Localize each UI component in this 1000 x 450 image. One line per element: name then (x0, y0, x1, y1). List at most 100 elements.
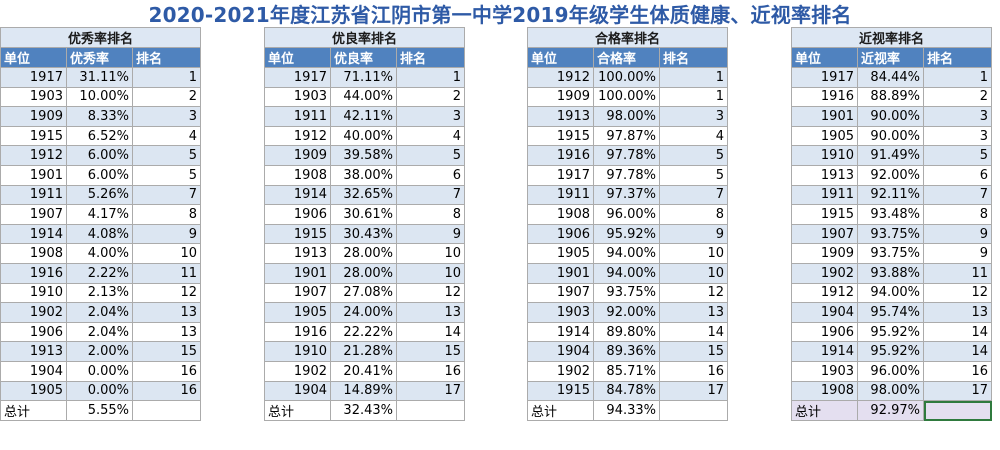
rate-cell[interactable]: 10.00% (66, 86, 133, 108)
unit-cell[interactable]: 1915 (264, 223, 331, 245)
rank-cell[interactable]: 2 (131, 86, 202, 108)
unit-cell[interactable]: 1915 (791, 204, 858, 225)
rank-cell[interactable]: 10 (658, 262, 729, 284)
rank-cell[interactable]: 7 (395, 184, 466, 206)
unit-cell[interactable]: 1906 (791, 321, 858, 343)
rate-cell[interactable]: 97.78% (593, 164, 660, 186)
unit-cell[interactable]: 1917 (264, 67, 331, 88)
rank-cell[interactable]: 3 (658, 106, 729, 127)
rank-cell[interactable]: 4 (395, 125, 466, 147)
rate-cell[interactable]: 95.92% (857, 321, 924, 343)
unit-cell[interactable]: 1904 (527, 341, 594, 362)
rate-cell[interactable]: 30.43% (330, 223, 397, 245)
rank-cell[interactable]: 12 (395, 282, 466, 304)
unit-column-header[interactable]: 单位 (0, 47, 67, 68)
unit-cell[interactable]: 1909 (264, 145, 331, 166)
rate-cell[interactable]: 2.00% (66, 341, 133, 362)
unit-cell[interactable]: 1916 (527, 145, 594, 166)
total-value-cell[interactable]: 94.33% (593, 400, 660, 422)
rank-cell[interactable]: 15 (131, 341, 202, 362)
rate-cell[interactable]: 14.89% (330, 380, 397, 402)
rate-cell[interactable]: 24.00% (330, 302, 397, 323)
unit-cell[interactable]: 1901 (0, 164, 67, 186)
unit-cell[interactable]: 1905 (0, 380, 67, 402)
rank-cell[interactable]: 11 (131, 262, 202, 284)
rate-cell[interactable]: 0.00% (66, 360, 133, 382)
unit-cell[interactable]: 1917 (791, 67, 858, 88)
unit-cell[interactable]: 1903 (264, 86, 331, 108)
unit-cell[interactable]: 1908 (527, 204, 594, 225)
rate-cell[interactable]: 94.00% (593, 262, 660, 284)
rank-cell[interactable]: 5 (395, 145, 466, 166)
rate-cell[interactable]: 95.92% (593, 223, 660, 245)
unit-cell[interactable]: 1903 (791, 360, 858, 382)
rate-cell[interactable]: 93.75% (593, 282, 660, 304)
rank-cell[interactable]: 13 (922, 302, 993, 323)
rate-cell[interactable]: 92.00% (593, 302, 660, 323)
rate-cell[interactable]: 94.00% (857, 282, 924, 304)
rank-cell[interactable]: 7 (922, 184, 993, 206)
unit-cell[interactable]: 1907 (0, 204, 67, 225)
rank-cell[interactable]: 7 (131, 184, 202, 206)
rank-cell[interactable]: 14 (395, 321, 466, 343)
rate-cell[interactable]: 93.75% (857, 223, 924, 245)
unit-cell[interactable]: 1910 (264, 341, 331, 362)
unit-cell[interactable]: 1911 (791, 184, 858, 206)
rank-cell[interactable]: 16 (131, 360, 202, 382)
rank-cell[interactable]: 10 (395, 262, 466, 284)
rank-cell[interactable]: 7 (658, 184, 729, 206)
rate-cell[interactable]: 27.08% (330, 282, 397, 304)
rate-cell[interactable]: 4.17% (66, 204, 133, 225)
rate-cell[interactable]: 85.71% (593, 360, 660, 382)
rate-cell[interactable]: 92.11% (857, 184, 924, 206)
empty-cell[interactable] (395, 400, 466, 422)
unit-cell[interactable]: 1913 (527, 106, 594, 127)
rate-cell[interactable]: 2.22% (66, 262, 133, 284)
rank-cell[interactable]: 6 (395, 164, 466, 186)
unit-cell[interactable]: 1915 (0, 125, 67, 147)
rate-cell[interactable]: 94.00% (593, 243, 660, 264)
rank-column-header[interactable]: 排名 (131, 47, 202, 68)
unit-cell[interactable]: 1903 (0, 86, 67, 108)
rate-cell[interactable]: 98.00% (857, 380, 924, 402)
rate-cell[interactable]: 0.00% (66, 380, 133, 402)
rate-cell[interactable]: 39.58% (330, 145, 397, 166)
rank-cell[interactable]: 12 (922, 282, 993, 304)
rate-cell[interactable]: 93.88% (857, 262, 924, 284)
rank-cell[interactable]: 1 (395, 67, 466, 88)
rate-cell[interactable]: 90.00% (857, 106, 924, 127)
unit-column-header[interactable]: 单位 (264, 47, 331, 68)
rank-cell[interactable]: 10 (395, 243, 466, 264)
rate-cell[interactable]: 96.00% (857, 360, 924, 382)
unit-cell[interactable]: 1916 (0, 262, 67, 284)
unit-column-header[interactable]: 单位 (791, 47, 858, 68)
unit-cell[interactable]: 1912 (527, 67, 594, 88)
rank-cell[interactable]: 12 (131, 282, 202, 304)
rank-column-header[interactable]: 排名 (922, 47, 993, 68)
unit-cell[interactable]: 1912 (264, 125, 331, 147)
unit-cell[interactable]: 1901 (791, 106, 858, 127)
unit-cell[interactable]: 1907 (791, 223, 858, 245)
unit-cell[interactable]: 1910 (791, 145, 858, 166)
rank-cell[interactable]: 13 (658, 302, 729, 323)
rate-cell[interactable]: 28.00% (330, 243, 397, 264)
rate-cell[interactable]: 4.08% (66, 223, 133, 245)
rank-cell[interactable]: 11 (922, 262, 993, 284)
rate-cell[interactable]: 30.61% (330, 204, 397, 225)
rate-cell[interactable]: 97.78% (593, 145, 660, 166)
rate-cell[interactable]: 2.13% (66, 282, 133, 304)
unit-cell[interactable]: 1907 (527, 282, 594, 304)
rate-cell[interactable]: 93.48% (857, 204, 924, 225)
rank-cell[interactable]: 13 (131, 321, 202, 343)
rate-cell[interactable]: 6.00% (66, 145, 133, 166)
unit-cell[interactable]: 1911 (527, 184, 594, 206)
unit-cell[interactable]: 1905 (791, 125, 858, 147)
rate-cell[interactable]: 100.00% (593, 86, 660, 108)
unit-cell[interactable]: 1902 (0, 302, 67, 323)
rank-cell[interactable]: 5 (922, 145, 993, 166)
unit-cell[interactable]: 1907 (264, 282, 331, 304)
rank-cell[interactable]: 14 (922, 341, 993, 362)
rank-cell[interactable]: 9 (922, 243, 993, 264)
rank-cell[interactable]: 2 (922, 86, 993, 108)
rate-cell[interactable]: 100.00% (593, 67, 660, 88)
